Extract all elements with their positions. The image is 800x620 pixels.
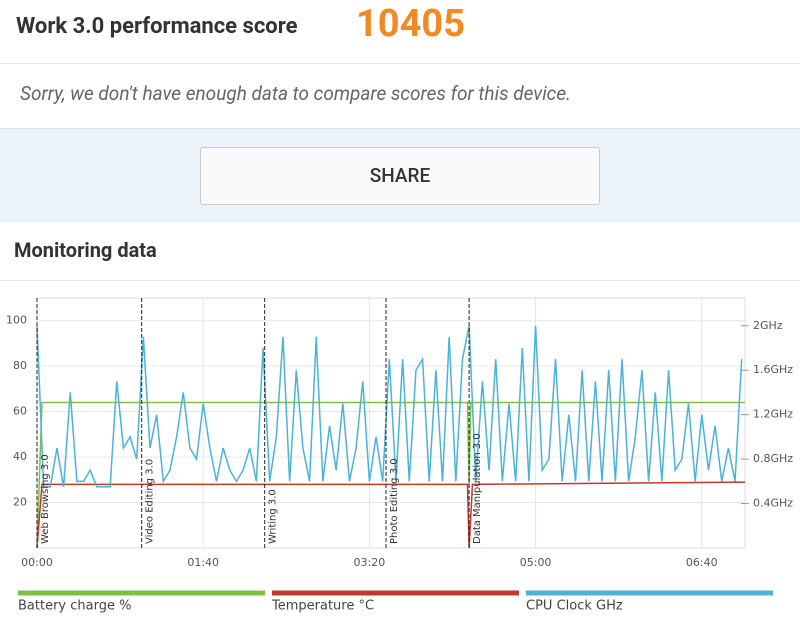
y2-tick-label: 0.4GHz	[753, 497, 793, 510]
event-label: Video Editing 3.0	[145, 459, 156, 544]
y-tick-label: 40	[13, 450, 27, 463]
y-tick-label: 100	[6, 314, 27, 327]
x-tick-label: 05:00	[520, 556, 552, 569]
event-label: Writing 3.0	[268, 489, 279, 544]
message-row: Sorry, we don't have enough data to comp…	[0, 64, 800, 129]
monitoring-header: Monitoring data	[0, 222, 800, 281]
share-band: SHARE	[0, 129, 800, 222]
legend-label: Temperature °C	[271, 599, 374, 614]
legend-label: Battery charge %	[18, 599, 131, 614]
y2-tick-label: 2GHz	[753, 319, 783, 332]
share-button[interactable]: SHARE	[200, 147, 600, 205]
series-line	[36, 481, 746, 549]
y-tick-label: 60	[13, 405, 27, 418]
header-title: Work 3.0 performance score	[16, 14, 298, 39]
x-tick-label: 01:40	[187, 556, 219, 569]
event-label: Data Manipulation 3.0	[472, 433, 483, 544]
series-line	[36, 325, 743, 488]
message: Sorry, we don't have enough data to comp…	[20, 82, 571, 105]
score: 10405	[356, 2, 466, 46]
header: Work 3.0 performance score 10405	[0, 0, 800, 64]
chart: 20 40 60 80 100 00:00 01:40 03:20 05:00 06:40 0.4G…	[6, 297, 793, 614]
y2-tick-label: 1.2GHz	[753, 408, 793, 421]
x-tick-label: 00:00	[21, 556, 53, 569]
y-tick-label: 20	[13, 496, 27, 509]
event-label: Web Browsing 3.0	[40, 454, 51, 544]
monitoring-title: Monitoring data	[14, 238, 157, 262]
x-tick-label: 03:20	[354, 556, 386, 569]
y-tick-label: 80	[13, 359, 27, 372]
y2-tick-label: 1.6GHz	[753, 363, 793, 376]
event-label: Photo Editing 3.0	[389, 458, 400, 544]
legend-label: CPU Clock GHz	[526, 599, 623, 614]
x-tick-label: 06:40	[686, 556, 718, 569]
y2-tick-label: 0.8GHz	[753, 452, 793, 465]
